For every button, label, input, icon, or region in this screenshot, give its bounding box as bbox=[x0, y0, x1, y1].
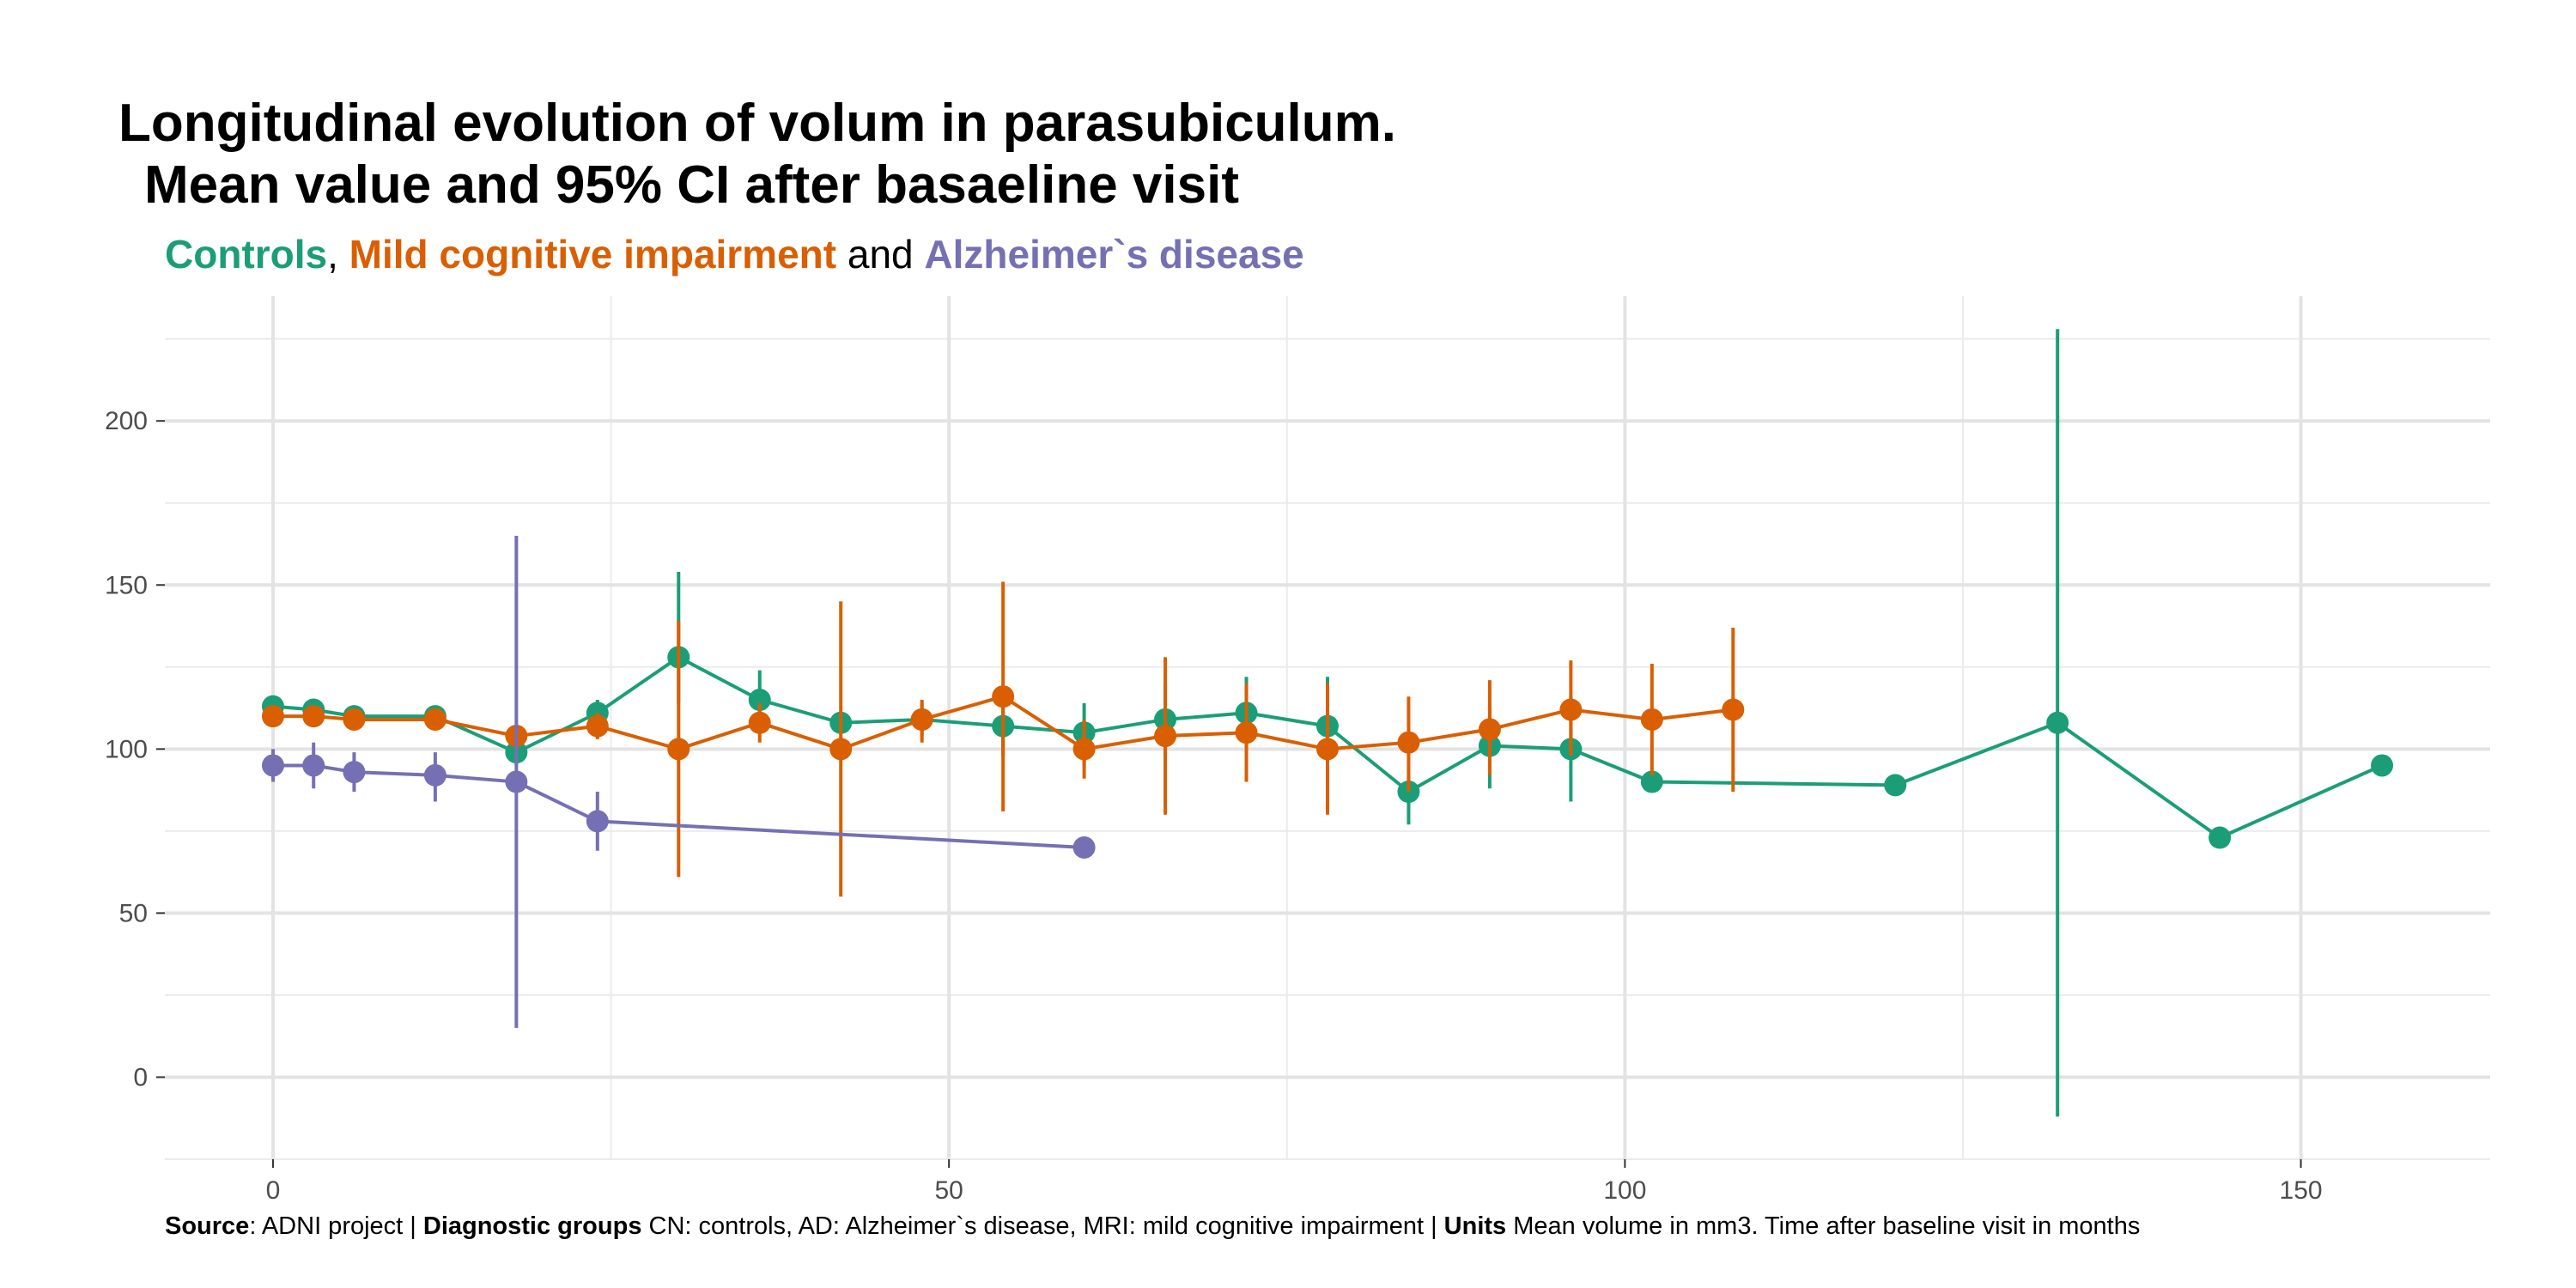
caption-groups-text: CN: controls, AD: Alzheimer`s disease, M… bbox=[641, 1212, 1444, 1240]
chart-caption: Source: ADNI project | Diagnostic groups… bbox=[165, 1211, 2140, 1242]
caption-units-label: Units bbox=[1443, 1212, 1507, 1240]
data-point-ad bbox=[505, 770, 528, 793]
y-tick-label: 150 bbox=[105, 571, 148, 599]
data-point-mci bbox=[748, 711, 771, 734]
data-point-ad bbox=[1072, 835, 1096, 859]
data-point-controls bbox=[1884, 774, 1907, 797]
y-tick-label: 50 bbox=[119, 899, 148, 927]
data-point-mci bbox=[1397, 731, 1420, 754]
subtitle-ad: Alzheimer`s disease bbox=[924, 232, 1304, 276]
data-point-mci bbox=[1722, 698, 1745, 721]
chart-subtitle: Controls, Mild cognitive impairment and … bbox=[165, 230, 1304, 278]
data-point-mci bbox=[1072, 738, 1096, 761]
chart-title-line1: Longitudinal evolution of volum in paras… bbox=[118, 94, 1396, 153]
data-point-mci bbox=[1478, 718, 1501, 741]
plot-axes: 0 50 100 150 0 50 100 150 200 bbox=[105, 407, 2323, 1205]
x-tick-label: 100 bbox=[1603, 1176, 1646, 1205]
subtitle-controls: Controls bbox=[165, 232, 328, 276]
data-point-mci bbox=[1316, 738, 1339, 761]
data-point-controls bbox=[2371, 754, 2394, 777]
data-point-ad bbox=[261, 754, 284, 777]
x-tick-label: 0 bbox=[266, 1176, 281, 1205]
data-point-mci bbox=[586, 714, 609, 738]
data-point-ad bbox=[302, 754, 325, 777]
plot-grid bbox=[165, 296, 2490, 1160]
data-point-mci bbox=[302, 705, 325, 728]
data-point-mci bbox=[992, 685, 1015, 708]
data-point-mci bbox=[343, 708, 366, 731]
data-point-mci bbox=[667, 738, 690, 761]
data-point-mci bbox=[1640, 708, 1663, 731]
data-point-controls bbox=[2208, 826, 2232, 849]
data-point-mci bbox=[910, 708, 933, 731]
data-point-ad bbox=[343, 761, 366, 784]
data-point-mci bbox=[261, 705, 284, 728]
series-line-mci bbox=[272, 695, 1734, 751]
caption-source-text: : ADNI project | bbox=[249, 1212, 423, 1240]
subtitle-separator-2: and bbox=[836, 232, 925, 276]
data-point-mci bbox=[1559, 698, 1583, 721]
x-tick-label: 150 bbox=[2280, 1176, 2323, 1205]
plot-series bbox=[261, 329, 2394, 1117]
data-point-controls bbox=[748, 689, 771, 712]
data-point-mci bbox=[423, 708, 447, 731]
subtitle-separator-1: , bbox=[327, 232, 349, 276]
data-point-mci bbox=[1235, 721, 1258, 744]
data-point-controls bbox=[1640, 770, 1663, 793]
subtitle-mci: Mild cognitive impairment bbox=[349, 232, 837, 276]
caption-groups-label: Diagnostic groups bbox=[422, 1212, 642, 1240]
x-tick-label: 50 bbox=[934, 1176, 963, 1205]
y-tick-label: 0 bbox=[133, 1063, 148, 1091]
data-point-ad bbox=[423, 763, 447, 787]
caption-units-text: Mean volume in mm3. Time after baseline … bbox=[1506, 1212, 2141, 1240]
y-tick-label: 100 bbox=[105, 735, 148, 763]
series-mci bbox=[261, 581, 1745, 897]
data-point-mci bbox=[829, 738, 853, 761]
series-ad bbox=[261, 535, 1096, 1029]
data-point-ad bbox=[586, 810, 609, 833]
y-tick-label: 200 bbox=[105, 407, 148, 435]
chart-title-line2: Mean value and 95% CI after basaeline vi… bbox=[144, 155, 1239, 215]
caption-source-label: Source bbox=[165, 1212, 250, 1240]
data-point-controls bbox=[2046, 711, 2069, 734]
data-point-mci bbox=[1154, 725, 1177, 748]
